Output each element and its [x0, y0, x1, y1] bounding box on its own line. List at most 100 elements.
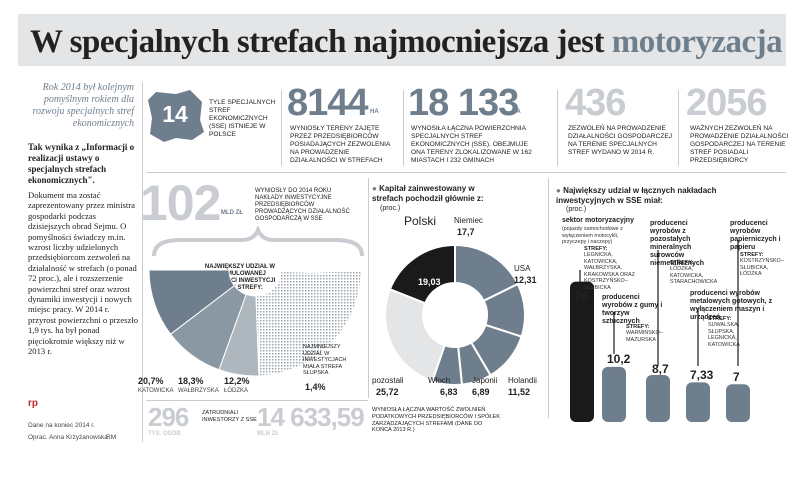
investment-unit: MLD ZŁ: [221, 210, 243, 216]
author-note: Oprac. Anna Krzyżanowska: [28, 434, 108, 441]
stat-valid-permits-value: 2056: [686, 82, 768, 124]
investment-center-label: NAJWIĘKSZY UDZIAŁ W SKUMULOWANEJ WARTOŚC…: [204, 264, 276, 291]
stat-permits-value: 436: [565, 82, 626, 124]
bar-value-papier: 7: [733, 370, 740, 384]
investment-value: 102: [140, 175, 221, 231]
sector-title: ● Największy udział w łącznych nakładach…: [556, 186, 726, 205]
zone-map-icon: [148, 90, 204, 142]
polski-label: Polski: [404, 214, 437, 228]
bar-value-metalowe: 7,33: [690, 368, 714, 382]
capital-unit: (proc.): [380, 205, 401, 212]
zones-heading: STREFY:: [626, 324, 650, 330]
section-divider: [548, 178, 549, 418]
bar-label-motoryzacja: sektor motoryzacyjny: [562, 217, 634, 224]
wloch-label: Włoch: [428, 376, 451, 385]
slice-słupska: [280, 269, 362, 276]
deck-text: Rok 2014 był kolejnym pomyślnym rokiem d…: [32, 82, 134, 129]
zones-mineralne: ŁÓDZKA, KATOWICKA, STARACHOWICKA: [670, 266, 718, 285]
tax-exemption-unit: MLN ZŁ: [257, 431, 279, 437]
investment-caption: WYNIOSŁY DO 2014 ROKU NAKŁADY INWESTYCYJ…: [255, 188, 350, 222]
sector-title-text: Największy udział w łącznych nakładach i…: [556, 186, 717, 205]
body-text: Dokument ma zostać zaprezentowany przez …: [28, 190, 139, 357]
stat-area-taken-value: 8144: [287, 82, 369, 124]
bar-label-papier: producenci wyrobów papierniczych i papie…: [730, 220, 781, 251]
bar-label-guma: producenci wyrobów z gumy i tworzyw sztu…: [602, 294, 663, 325]
polski-value: 19,03: [418, 277, 441, 287]
bar-value-guma: 10,2: [607, 352, 631, 366]
employment-caption: ZATRUDNIALI INWESTORZY Z SSE: [202, 410, 257, 423]
zones-guma: WARMIŃSKO--MAZURSKA: [626, 330, 664, 343]
bullet-icon: ●: [372, 184, 377, 193]
walbrzyska-value: 18,3%: [178, 376, 204, 386]
title-accent: motoryzacja: [611, 24, 783, 60]
pozostali-label: pozostali: [372, 376, 404, 385]
bottom-divider: [146, 400, 368, 401]
stat-divider: [678, 90, 679, 166]
investment-half-donut: [148, 269, 362, 376]
stat-total-area-caption: WYNOSIŁA ŁĄCZNA POWIERZCHNIA SPECJALNYCH…: [411, 125, 532, 164]
bar-label-mineralne: producenci wyrobów z pozostałych mineral…: [650, 220, 705, 267]
wloch-value: 6,83: [440, 387, 458, 397]
zones-heading: STREFY:: [670, 260, 694, 266]
title-bar: [18, 14, 786, 66]
stat-area-taken-unit: HA: [370, 109, 379, 115]
rp-logo: rp: [28, 398, 38, 409]
column-divider: [142, 82, 143, 442]
slice-other-zones: [255, 270, 362, 376]
tax-exemption-caption: WYNIOSŁA ŁĄCZNA WARTOŚĆ ZWOLNIEŃ PODATKO…: [372, 407, 500, 434]
stat-zones-value: 14: [162, 101, 188, 127]
lodzka-value: 12,2%: [224, 376, 250, 386]
stat-zones-caption: TYLE SPECJALNYCH STREF EKONOMICZNYCH (SS…: [209, 99, 276, 138]
tax-exemption-value: 14 633,59: [257, 402, 365, 432]
stat-divider: [557, 90, 558, 166]
pozostali-value: 25,72: [376, 387, 399, 397]
bar-label-metalowe: producenci wyrobów metalowych gotowych, …: [690, 290, 773, 321]
zones-motoryzacja: LEGNICKA, KATOWICKA, WAŁBRZYSKA, KRAKOWS…: [584, 252, 635, 291]
holandii-value: 11,52: [508, 387, 531, 397]
bar-value-motoryzacja: 26: [575, 289, 589, 303]
capital-title: ● Kapitał zainwestowany w strefach pocho…: [372, 184, 502, 203]
slice-katowicka: [148, 269, 236, 335]
bar-2: [646, 375, 670, 422]
usa-label: USA: [514, 264, 531, 273]
zones-metalowe: SUWALSKA, SŁUPSKA, LEGNICKA, KATOWICKA: [708, 322, 740, 348]
zones-papier: KOSTRZYŃSKO--SŁUBICKA, ŁÓDZKA: [740, 258, 785, 277]
slupska-value: 1,4%: [305, 382, 326, 392]
sector-unit: (proc.): [566, 206, 587, 213]
initials-note: RM: [106, 434, 117, 441]
niemiec-value: 17,7: [457, 227, 475, 237]
lodzka-label: ŁÓDZKA: [224, 388, 249, 394]
title-main: W specjalnych strefach najmocniejsza jes…: [30, 24, 605, 60]
japonii-value: 6,89: [472, 387, 490, 397]
stat-area-taken-caption: WYNIOSŁY TERENY ZAJĘTE PRZEZ PRZEDSIĘBIO…: [290, 125, 391, 164]
stat-valid-permits-caption: WAŻNYCH ZEZWOLEŃ NA PROWADZENIE DZIAŁALN…: [690, 125, 789, 164]
capital-title-text: Kapitał zainwestowany w strefach pochodz…: [372, 184, 484, 203]
katowicka-value: 20,7%: [138, 376, 164, 386]
bar-3: [686, 382, 710, 422]
slupska-note: NAJMNIEJSZY UDZIAŁ W INWESTYCJACH MIAŁA …: [303, 344, 347, 376]
body-lead: Tak wynika z „Informacji o realizacji us…: [28, 142, 135, 185]
slice-pozostali: [384, 288, 446, 383]
japonii-label: Japonii: [472, 376, 498, 385]
bar-1: [602, 366, 626, 422]
holandii-label: Holandii: [508, 376, 537, 385]
employment-unit: TYS. OSÓB: [148, 431, 181, 437]
slice-łódzka: [218, 293, 260, 376]
zones-heading: STREFY:: [584, 246, 608, 252]
bar-value-mineralne: 8,7: [652, 362, 669, 376]
section-divider: [146, 172, 786, 173]
stat-permits-caption: ZEZWOLEŃ NA PROWADZENIE DZIAŁALNOŚCI GOS…: [568, 125, 673, 156]
bar-0: [570, 281, 594, 422]
employment-value: 296: [148, 402, 189, 432]
section-divider: [368, 178, 369, 398]
data-date-note: Dane na koniec 2014 r.: [28, 422, 95, 429]
stat-divider: [403, 90, 404, 166]
brace-icon: [152, 226, 364, 257]
usa-value: 12,31: [514, 275, 537, 285]
bar-note-motoryzacja: (pojazdy samochodowe z wyłączeniem motoc…: [562, 226, 623, 245]
walbrzyska-label: WAŁBRZYSKA: [178, 388, 219, 394]
zones-heading: STREFY:: [708, 316, 732, 322]
bar-4: [726, 384, 750, 422]
stat-total-area-unit: HA: [512, 109, 521, 115]
stat-divider: [281, 90, 282, 166]
